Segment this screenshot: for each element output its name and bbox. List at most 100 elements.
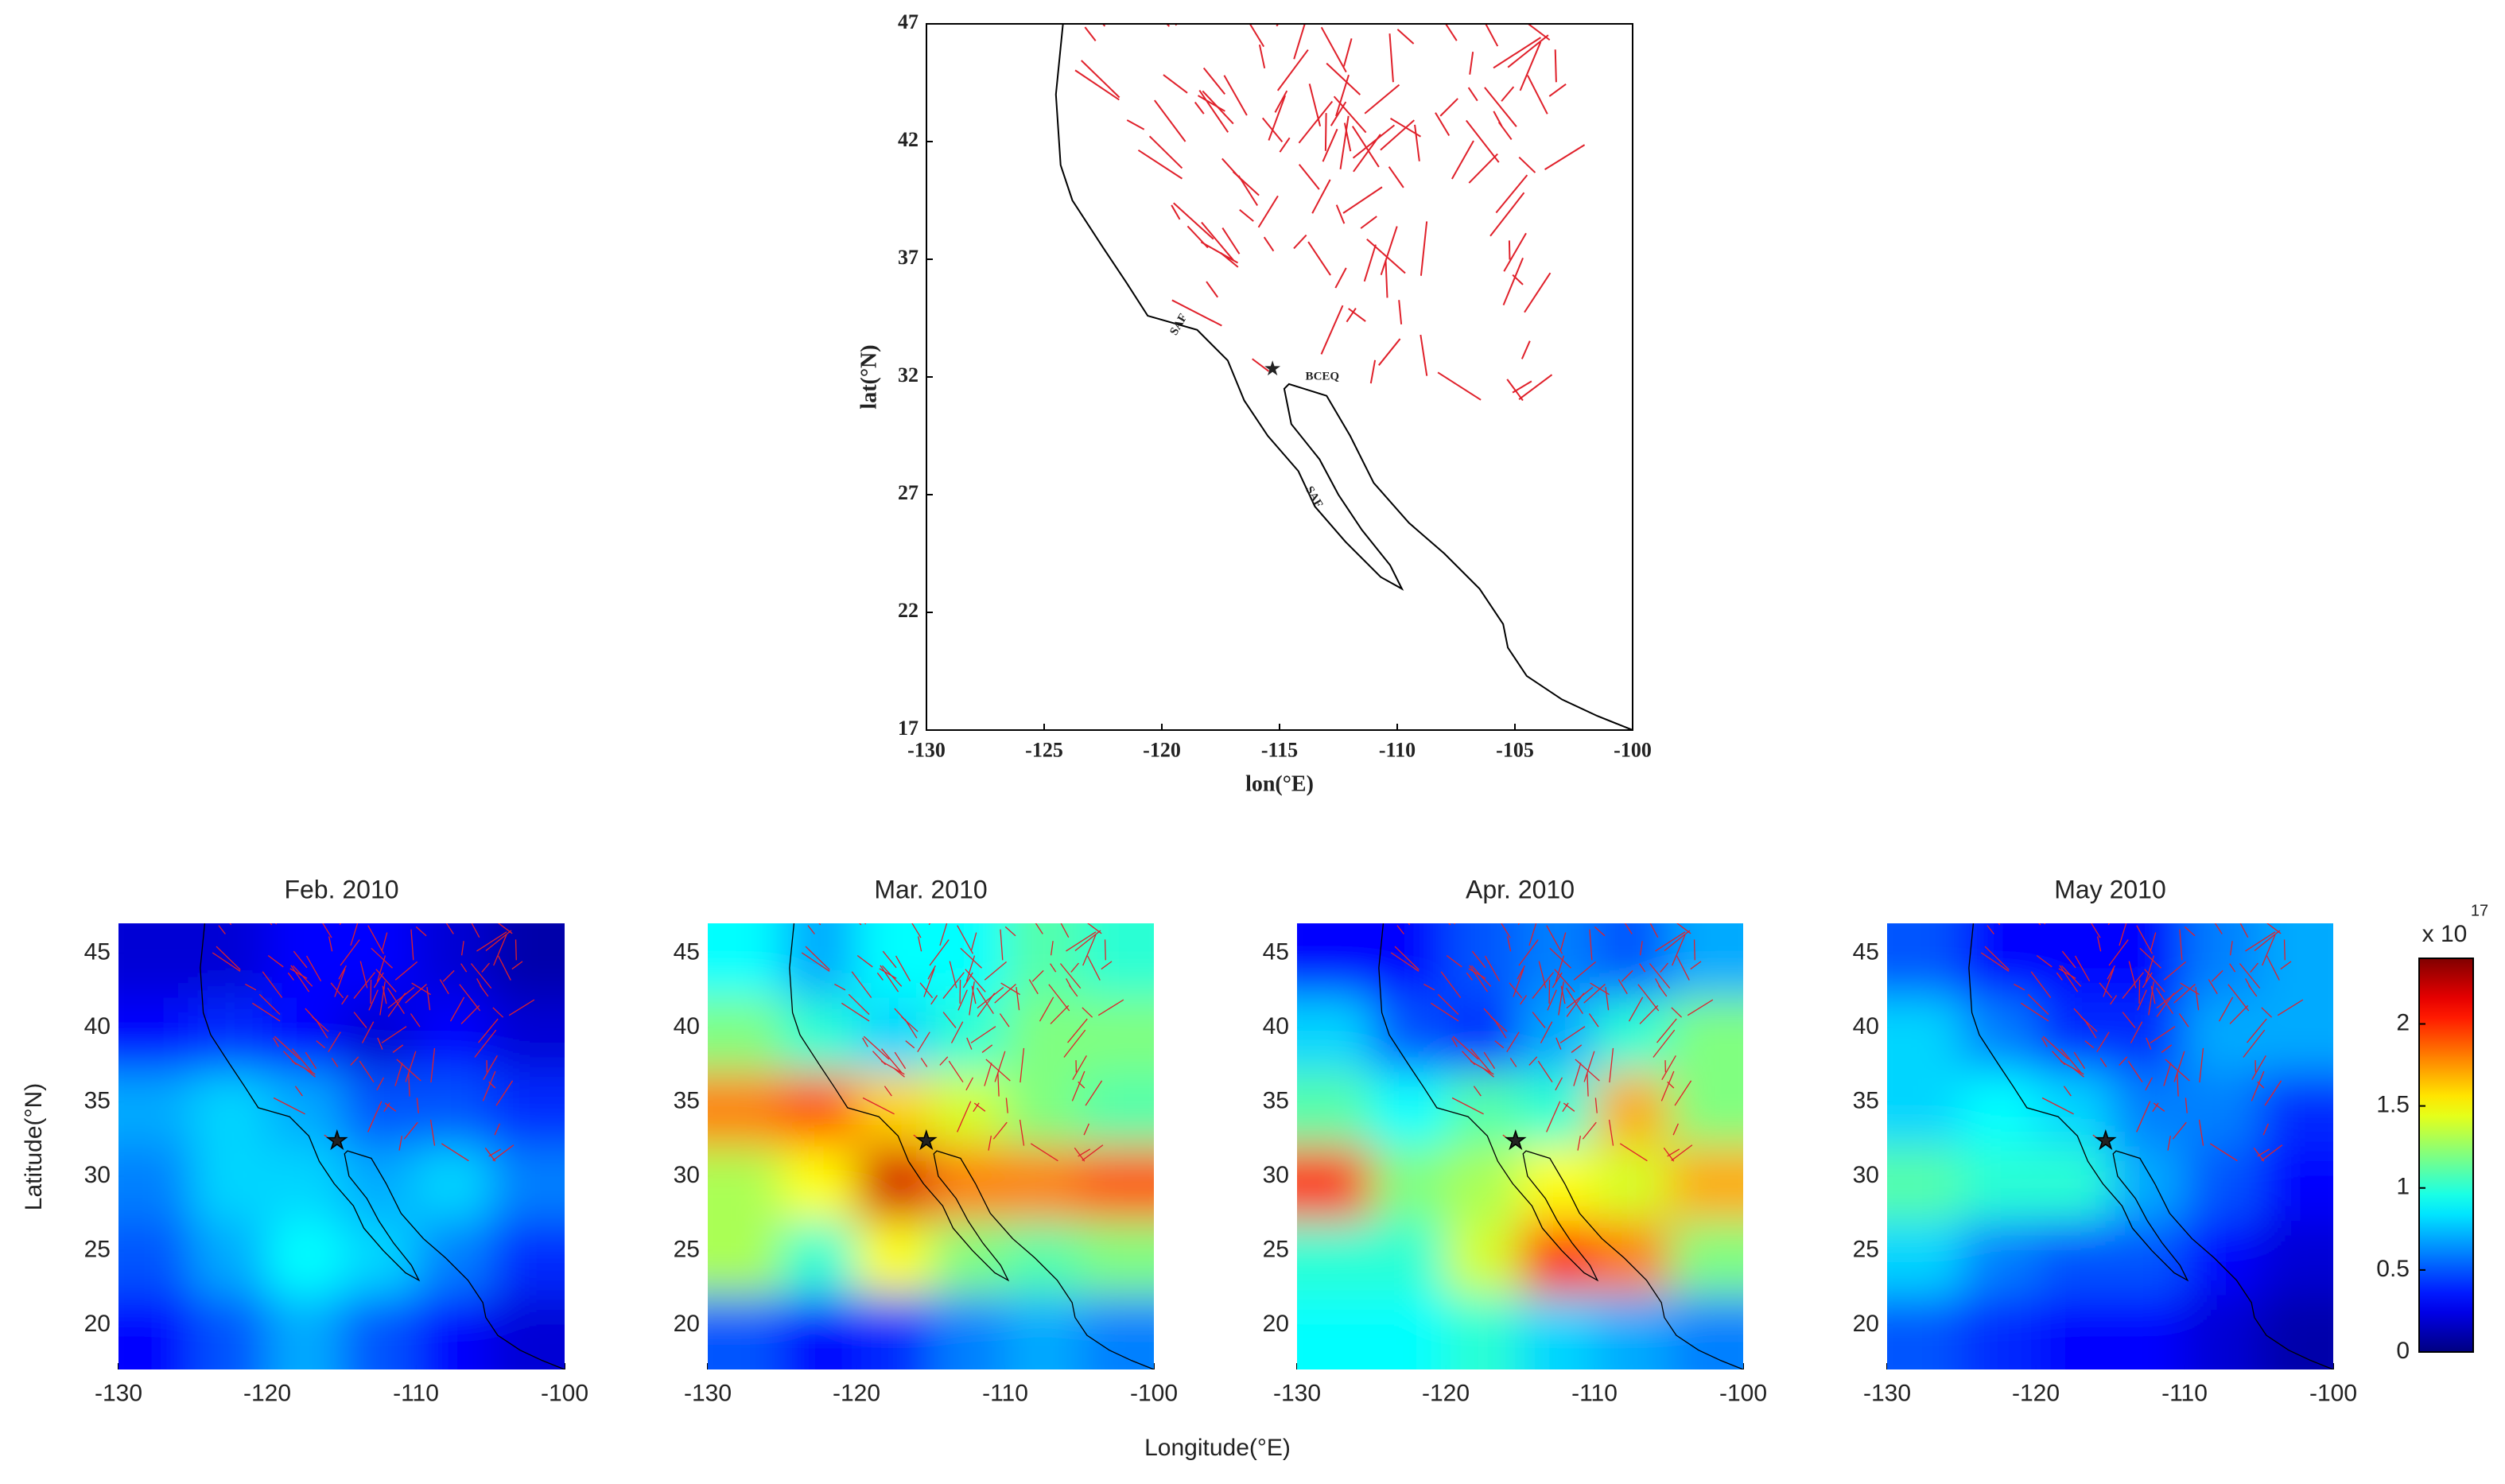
heat-cell — [1961, 1221, 2037, 1296]
fault — [918, 936, 922, 952]
y-tick-label: 17 — [898, 717, 918, 740]
heat-cell — [1594, 1072, 1670, 1148]
fault — [984, 961, 1007, 981]
fault — [1293, 24, 1306, 60]
fault — [1555, 1037, 1562, 1050]
y-tick-label: 25 — [1263, 1236, 1289, 1262]
fault — [1339, 115, 1350, 169]
fault — [460, 941, 464, 956]
fault — [483, 1055, 498, 1080]
y-tick-label: 27 — [898, 481, 918, 504]
fault — [1467, 87, 1478, 102]
fault — [2153, 1102, 2165, 1112]
fault — [1605, 987, 1610, 1011]
heat-cell — [1005, 1072, 1081, 1148]
fault — [1276, 24, 1280, 27]
fault — [2229, 963, 2236, 973]
heat-cell — [1079, 1072, 1154, 1148]
fault — [1563, 1102, 1575, 1112]
fault — [1520, 340, 1531, 359]
fault — [1171, 204, 1181, 220]
fault — [459, 984, 481, 1012]
fault — [1608, 1119, 1614, 1146]
fault — [2139, 947, 2161, 969]
fault — [212, 952, 241, 972]
fault — [2014, 983, 2025, 991]
fault — [1322, 128, 1338, 162]
fault — [1104, 939, 1106, 961]
fault — [1558, 981, 1564, 1016]
fault — [1342, 186, 1383, 214]
fault — [1082, 1144, 1104, 1161]
fault — [2156, 993, 2175, 1017]
fault — [403, 1121, 418, 1140]
heat-cell — [416, 1221, 491, 1296]
heat-cell — [2185, 923, 2260, 999]
fault — [1470, 1060, 1494, 1075]
fault — [381, 1026, 407, 1043]
fault — [2262, 934, 2276, 966]
map-layer — [1054, 24, 1633, 730]
heat-cell — [490, 1221, 565, 1296]
fault — [1063, 1029, 1086, 1058]
fault — [1527, 75, 1548, 115]
fault — [1004, 926, 1016, 937]
fault — [1083, 1123, 1089, 1136]
fault — [1512, 380, 1532, 394]
fault — [1520, 995, 1528, 1005]
y-tick-label: 30 — [1853, 1162, 1879, 1188]
fault — [1987, 925, 1994, 934]
heat-cell — [2036, 1221, 2111, 1296]
fault — [1565, 987, 1583, 1015]
fault — [1687, 999, 1714, 1016]
heat-cell — [118, 1072, 194, 1148]
heat-cell — [118, 923, 194, 999]
x-tick-label: -100 — [1614, 738, 1652, 761]
fault — [1664, 930, 1691, 952]
fault — [1560, 985, 1566, 1004]
fault — [1067, 1018, 1088, 1043]
fault — [251, 1002, 281, 1022]
heat-cell — [490, 1295, 565, 1369]
fault — [950, 1021, 964, 1043]
heat-cell — [1371, 997, 1447, 1073]
y-tick-label: 40 — [1263, 1013, 1289, 1039]
fault — [1667, 1148, 1680, 1157]
fault — [494, 1123, 500, 1136]
fault — [834, 983, 846, 991]
fault — [1307, 241, 1331, 276]
fault — [1484, 87, 1517, 127]
colorbar-tick-label: 0.5 — [2376, 1256, 2410, 1282]
fault — [1619, 1143, 1648, 1162]
heat-cell — [2185, 1146, 2260, 1222]
fault — [270, 923, 273, 926]
fault — [460, 1004, 480, 1024]
fault — [1667, 1081, 1675, 1089]
fault — [1097, 999, 1124, 1016]
colorbar-tick-label: 1 — [2396, 1174, 2410, 1200]
fault — [894, 1051, 907, 1070]
fault — [2257, 1081, 2265, 1089]
fault — [1559, 1026, 1586, 1043]
fault — [2119, 923, 2127, 946]
x-tick-label: -120 — [1143, 738, 1181, 761]
heat-cell — [1668, 1221, 1743, 1296]
heat-cell — [782, 1295, 857, 1369]
heat-cell — [2258, 1221, 2333, 1296]
heat-cell — [2258, 1146, 2333, 1222]
fault — [863, 1035, 890, 1060]
x-tick-label: -110 — [982, 1380, 1028, 1406]
fault — [1506, 379, 1524, 402]
fault — [911, 923, 922, 938]
fault — [841, 1002, 870, 1022]
fault — [439, 979, 449, 995]
fault — [1462, 1051, 1476, 1066]
x-tick-label: -110 — [1379, 738, 1416, 761]
heat-cell — [1961, 923, 2037, 999]
fault — [2060, 1060, 2084, 1075]
fault — [1555, 1077, 1563, 1091]
fault — [515, 939, 517, 961]
fault — [1186, 225, 1209, 249]
fault — [2251, 1070, 2265, 1101]
